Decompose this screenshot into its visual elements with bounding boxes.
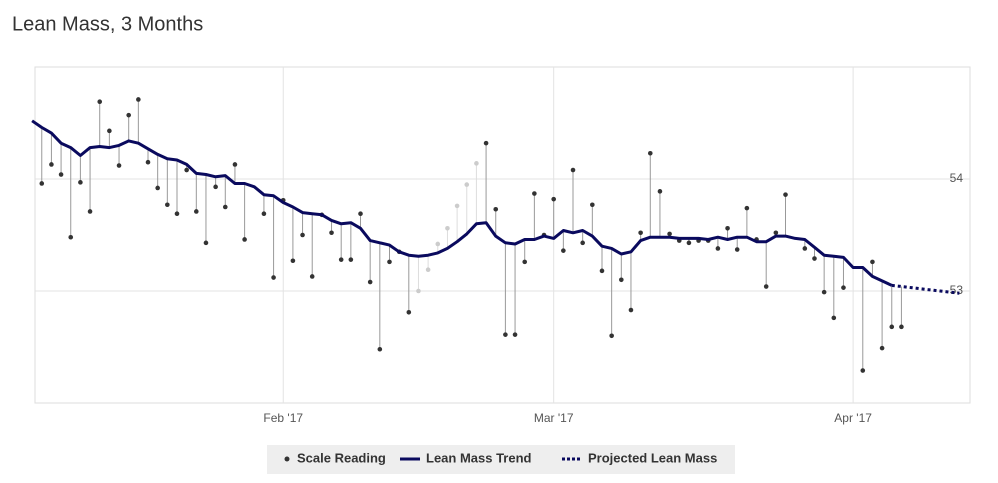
scale-reading	[116, 163, 122, 168]
scale-reading	[213, 184, 218, 190]
scale-reading	[377, 346, 383, 352]
scale-reading	[802, 246, 808, 251]
scale-reading	[145, 159, 151, 165]
scale-reading	[87, 209, 93, 214]
projected-line	[891, 283, 960, 295]
scale-reading	[773, 230, 779, 236]
trend-line	[31, 119, 893, 287]
legend-label: Lean Mass Trend	[426, 450, 532, 465]
scale-reading	[599, 268, 605, 274]
scale-reading	[725, 225, 730, 231]
scale-reading	[667, 231, 672, 237]
scale-reading	[78, 180, 83, 185]
scale-reading	[686, 240, 692, 246]
scale-reading	[406, 309, 412, 315]
scale-reading	[39, 181, 45, 186]
y-tick-label: 54	[950, 171, 964, 185]
scale-reading	[532, 191, 537, 196]
scale-reading	[445, 225, 450, 231]
scale-reading	[889, 324, 895, 330]
scale-reading	[358, 211, 363, 217]
scale-reading	[464, 182, 470, 187]
scale-reading	[551, 196, 556, 202]
scale-reading	[242, 237, 247, 242]
scale-reading	[657, 189, 663, 194]
scale-reading	[638, 230, 643, 236]
plot-frame	[34, 66, 971, 404]
chart-title: Lean Mass, 3 Months	[12, 13, 203, 35]
scale-reading	[503, 332, 508, 337]
scale-reading	[271, 275, 276, 280]
scale-reading	[763, 284, 769, 289]
scale-reading	[290, 258, 296, 264]
scale-reading	[870, 259, 875, 265]
x-tick-label: Mar '17	[534, 411, 574, 425]
y-tick-label: 53	[950, 283, 964, 297]
scale-reading	[194, 209, 199, 214]
scale-reading	[860, 368, 866, 373]
scale-reading	[512, 332, 518, 337]
scale-reading	[734, 247, 740, 252]
scale-reading	[416, 288, 421, 294]
scale-reading	[174, 211, 180, 217]
scale-reading	[222, 204, 228, 210]
legend-box	[267, 445, 735, 474]
scale-reading	[367, 279, 373, 285]
scale-reading	[841, 285, 846, 290]
scale-reading	[493, 206, 499, 212]
scale-reading	[136, 97, 141, 102]
scale-reading	[232, 162, 238, 167]
legend-label: Projected Lean Mass	[588, 450, 717, 465]
scale-reading	[899, 324, 904, 330]
scale-reading	[261, 211, 267, 217]
scale-reading	[49, 162, 54, 167]
legend-symbol	[284, 456, 290, 462]
x-tick-label: Feb '17	[263, 411, 303, 425]
scale-reading	[647, 150, 653, 156]
scale-reading	[783, 192, 788, 197]
scale-reading	[155, 185, 160, 191]
scale-reading	[454, 203, 460, 209]
scale-reading	[425, 267, 431, 273]
scale-reading	[126, 112, 131, 118]
scale-reading	[561, 248, 566, 253]
scale-reading	[522, 259, 528, 265]
scale-reading	[203, 240, 209, 246]
scale-reading	[590, 202, 595, 208]
scale-reading	[474, 161, 479, 166]
scale-reading	[184, 167, 189, 173]
scale-reading	[879, 345, 885, 351]
scale-reading	[570, 167, 576, 173]
scale-reading	[107, 128, 112, 134]
scale-reading	[348, 257, 354, 262]
scale-reading	[58, 172, 64, 177]
scale-reading	[338, 257, 344, 262]
scale-reading	[812, 256, 817, 261]
scale-reading	[744, 205, 750, 211]
scale-reading	[309, 274, 315, 279]
scale-reading	[300, 232, 305, 238]
scale-reading	[609, 333, 614, 339]
scale-reading	[165, 202, 170, 208]
scale-reading	[580, 240, 585, 246]
scale-reading	[483, 140, 489, 146]
scale-reading	[97, 99, 103, 105]
scale-reading	[619, 277, 624, 283]
scale-reading	[387, 259, 392, 265]
scale-reading	[715, 246, 721, 251]
scale-reading	[329, 230, 334, 236]
scale-reading	[435, 241, 441, 247]
scale-reading	[831, 315, 837, 321]
x-tick-label: Apr '17	[834, 411, 872, 425]
scale-reading	[68, 234, 74, 240]
scale-reading	[628, 307, 634, 313]
legend-label: Scale Reading	[297, 450, 386, 465]
scale-reading	[821, 289, 827, 295]
